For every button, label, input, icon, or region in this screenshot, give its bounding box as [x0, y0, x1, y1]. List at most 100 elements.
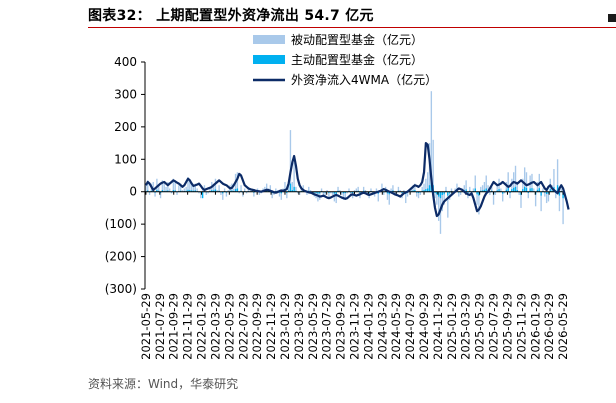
passive-bar: [286, 191, 288, 199]
passive-bar: [326, 190, 328, 192]
passive-bar: [147, 180, 149, 192]
active-bar: [392, 190, 394, 192]
active-bar: [545, 191, 548, 194]
active-bar: [476, 191, 478, 195]
active-bar: [328, 191, 330, 194]
passive-bar: [553, 169, 555, 192]
active-bar: [496, 190, 498, 192]
passive-bar: [240, 185, 242, 192]
passive-bar: [491, 186, 493, 192]
passive-bar: [503, 191, 506, 194]
wma-line: [144, 141, 570, 218]
passive-bar: [518, 191, 520, 195]
passive-bar: [308, 186, 310, 192]
passive-bar: [465, 180, 467, 192]
passive-bar: [238, 191, 240, 194]
active-bar: [436, 191, 438, 195]
passive-bar: [341, 191, 343, 195]
active-bar: [189, 190, 191, 192]
passive-bar: [403, 190, 405, 192]
passive-bar: [253, 191, 255, 197]
passive-bar: [212, 183, 215, 192]
passive-bar: [439, 191, 442, 234]
passive-bar: [342, 191, 345, 200]
passive-bar: [463, 185, 465, 192]
passive-bar: [536, 181, 539, 192]
passive-bar: [170, 191, 173, 194]
active-bar: [231, 190, 233, 192]
active-bar: [174, 190, 176, 192]
active-bar: [536, 189, 539, 192]
passive-bar: [209, 186, 211, 192]
x-tick-label: 2022-07-29: [236, 293, 250, 360]
active-bar: [234, 189, 237, 192]
passive-bar: [269, 185, 272, 192]
passive-bar: [189, 180, 191, 192]
passive-bar: [201, 188, 204, 192]
passive-bar: [544, 191, 546, 197]
passive-bar: [203, 185, 206, 192]
passive-bar: [158, 185, 160, 192]
passive-bar: [476, 191, 478, 205]
x-tick-label: 2025-09-29: [500, 293, 514, 360]
passive-bar: [181, 190, 184, 192]
legend: 被动配置型基金（亿元） 主动配置型基金（亿元） 外资净流入4WMA（亿元）: [253, 32, 437, 87]
active-bar: [265, 190, 268, 192]
passive-bar: [534, 191, 537, 207]
legend-label-active: 主动配置型基金（亿元）: [291, 52, 423, 67]
passive-bar: [410, 188, 412, 192]
passive-bar: [494, 191, 497, 195]
passive-bar: [225, 191, 228, 197]
passive-bar: [145, 185, 147, 192]
active-bar: [437, 191, 440, 197]
active-bar: [540, 191, 542, 196]
active-bar: [319, 191, 321, 194]
x-tick-label: 2022-05-29: [222, 293, 236, 360]
passive-bar: [205, 191, 207, 195]
passive-bar: [370, 188, 372, 192]
passive-bar: [458, 191, 460, 197]
passive-bar: [187, 177, 189, 192]
passive-bar: [456, 183, 458, 192]
passive-bar: [222, 191, 224, 200]
passive-bar: [275, 188, 277, 192]
passive-bar: [447, 191, 449, 218]
active-bar: [447, 191, 449, 196]
active-bar: [551, 190, 553, 192]
active-bar: [507, 187, 509, 192]
passive-bar: [348, 188, 350, 192]
passive-bar: [375, 188, 378, 192]
passive-bar: [258, 191, 261, 195]
passive-bar: [445, 186, 447, 192]
x-tick-label: 2025-03-29: [459, 293, 473, 360]
passive-bar: [381, 183, 383, 192]
passive-bar: [152, 181, 154, 192]
source-note: 资料来源：Wind，华泰研究: [88, 377, 239, 391]
active-bar: [498, 189, 500, 192]
passive-bar: [527, 191, 529, 199]
active-bar: [513, 187, 515, 192]
passive-bar: [480, 186, 482, 192]
active-bar: [558, 191, 561, 196]
y-tick-label: 400: [114, 55, 137, 69]
active-bar: [289, 183, 292, 192]
passive-bar: [556, 159, 559, 192]
passive-bar: [172, 178, 175, 192]
passive-bar: [523, 167, 526, 192]
passive-bar: [322, 191, 325, 195]
active-bar: [529, 188, 531, 192]
passive-bar: [190, 181, 193, 192]
passive-bar: [441, 191, 444, 212]
passive-bar: [496, 185, 498, 192]
passive-bar: [335, 191, 337, 204]
passive-bars: [145, 91, 564, 234]
passive-bar: [489, 191, 491, 195]
passive-bar: [547, 191, 550, 202]
active-bar: [236, 188, 239, 192]
passive-bar: [390, 188, 392, 192]
passive-bar: [533, 188, 535, 192]
passive-bar: [339, 190, 341, 192]
passive-bar: [346, 191, 348, 194]
active-bar: [315, 191, 317, 194]
